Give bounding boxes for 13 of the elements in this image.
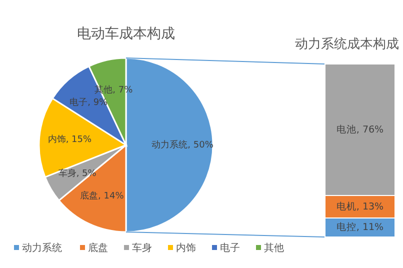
data-label: 电控, 11%: [336, 221, 384, 234]
data-label: 内饰, 15%: [48, 134, 92, 146]
legend-label: 其他: [264, 242, 284, 254]
legend-label: 电子: [220, 242, 240, 254]
chart-title: 动力系统成本构成: [295, 37, 399, 52]
data-label: 底盘, 14%: [80, 190, 124, 202]
data-label: 电机, 13%: [336, 200, 384, 212]
chart-title: 电动车成本构成: [77, 26, 175, 42]
legend-label: 底盘: [88, 242, 108, 254]
legend-label: 车身: [132, 242, 152, 254]
data-label: 电池, 76%: [336, 123, 384, 136]
legend-label: 内饰: [176, 242, 196, 254]
legend-label: 动力系统: [22, 242, 62, 254]
